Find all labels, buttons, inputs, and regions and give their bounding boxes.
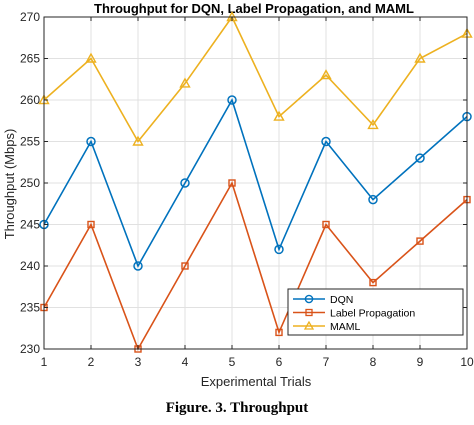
data-point <box>322 220 330 229</box>
y-tick-labels: 230 235 240 245 250 255 260 265 270 <box>20 10 40 356</box>
x-tick-label: 1 <box>41 355 48 369</box>
data-point <box>416 237 424 245</box>
data-point <box>369 278 377 287</box>
data-point <box>87 220 95 229</box>
x-axis-label: Experimental Trials <box>201 374 312 389</box>
y-tick-label: 230 <box>20 342 40 356</box>
chart-title: Throughput for DQN, Label Propagation, a… <box>94 1 414 16</box>
data-point <box>132 135 144 146</box>
y-tick-label: 250 <box>20 176 40 190</box>
data-point <box>275 328 283 337</box>
y-tick-label: 255 <box>20 135 40 149</box>
x-tick-label: 7 <box>323 355 330 369</box>
legend-marker <box>304 294 314 304</box>
x-tick-label: 10 <box>460 355 474 369</box>
series-dqn <box>39 95 472 271</box>
axes <box>43 16 468 350</box>
data-point <box>179 77 191 88</box>
data-point <box>273 110 285 121</box>
x-tick-label: 9 <box>417 355 424 369</box>
data-point <box>368 194 378 205</box>
data-point <box>227 95 237 105</box>
data-point <box>367 118 379 130</box>
data-point <box>320 69 332 80</box>
data-point <box>415 153 425 163</box>
data-point <box>228 179 236 187</box>
data-point <box>321 136 331 147</box>
y-tick-label: 270 <box>20 10 40 24</box>
x-tick-label: 8 <box>370 355 377 369</box>
x-tick-label: 4 <box>182 355 189 369</box>
x-tick-label: 2 <box>88 355 95 369</box>
x-tick-labels: 1 2 3 4 5 6 7 8 9 10 <box>41 355 474 369</box>
legend-item: DQN <box>293 294 353 306</box>
y-tick-label: 240 <box>20 259 40 273</box>
x-tick-label: 5 <box>229 355 236 369</box>
legend-label: Label Propagation <box>330 308 415 320</box>
y-tick-label: 245 <box>20 218 40 232</box>
x-tick-label: 3 <box>135 355 142 369</box>
legend-item: Label Propagation <box>293 308 415 320</box>
data-point <box>274 244 284 255</box>
y-tick-label: 260 <box>20 93 40 107</box>
data-point <box>86 136 96 147</box>
y-tick-label: 265 <box>20 52 40 66</box>
y-axis-label: Throughput (Mbps) <box>2 129 17 240</box>
legend-label: MAML <box>330 321 360 333</box>
legend-marker <box>303 320 315 330</box>
x-tick-label: 6 <box>276 355 283 369</box>
legend-item: MAML <box>293 320 360 333</box>
legend-marker <box>305 308 313 317</box>
data-point <box>85 52 97 63</box>
figure-caption: Figure. 3. Throughput <box>165 400 309 416</box>
y-tick-label: 235 <box>20 301 40 315</box>
legend-label: DQN <box>330 294 353 306</box>
series-line <box>43 15 468 143</box>
data-point <box>133 261 143 271</box>
series-line <box>43 98 468 268</box>
series-line <box>43 181 468 351</box>
data-point <box>414 52 426 63</box>
data-point <box>180 178 190 188</box>
data-point <box>181 262 189 270</box>
